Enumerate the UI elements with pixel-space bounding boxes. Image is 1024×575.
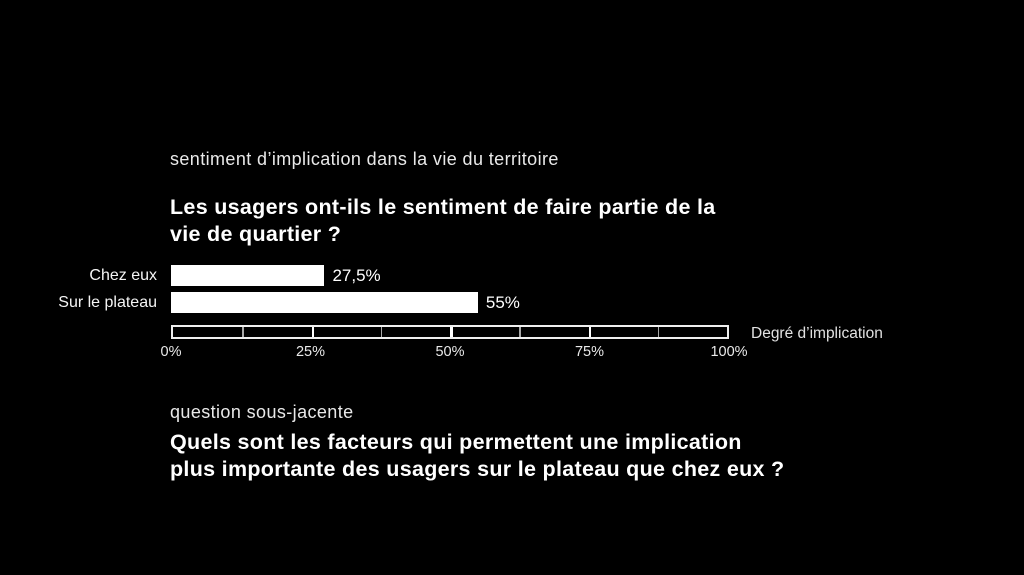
axis-major-tick <box>588 327 591 337</box>
bar-value-label: 27,5% <box>332 265 381 285</box>
tick-label-0: 0% <box>160 344 182 360</box>
section-label: sentiment d’implication dans la vie du t… <box>170 149 559 169</box>
axis-major-tick <box>450 327 453 337</box>
sub-question-line-2: plus importante des usagers sur le plate… <box>170 457 785 481</box>
bar-value-label: 55% <box>485 292 520 312</box>
sub-section-label: question sous-jacente <box>170 402 354 422</box>
bar-row: 55% <box>171 292 729 313</box>
bar-sur-le-plateau <box>171 292 478 313</box>
x-axis-scale-bar <box>171 325 729 339</box>
tick-label-100: 100% <box>710 344 748 360</box>
bar-chez-eux <box>171 265 325 286</box>
main-question-line-1: Les usagers ont-ils le sentiment de fair… <box>170 195 716 219</box>
x-axis-title: Degré d’implication <box>751 325 883 342</box>
tick-label-50: 50% <box>435 344 465 360</box>
main-question-line-2: vie de quartier ? <box>170 222 342 246</box>
sub-question-title: Quels sont les facteurs qui permettent u… <box>170 429 785 483</box>
bar-row: 27,5% <box>171 265 729 286</box>
axis-minor-tick <box>519 327 521 337</box>
x-axis-tick-labels: 0% 25% 50% 75% 100% <box>161 344 748 360</box>
sub-question-line-1: Quels sont les facteurs qui permettent u… <box>170 430 742 454</box>
axis-major-tick <box>311 327 314 337</box>
bar-category-label-chez-eux: Chez eux <box>89 267 157 284</box>
tick-label-25: 25% <box>295 344 326 360</box>
bar-category-label-sur-le-plateau: Sur le plateau <box>58 294 157 311</box>
axis-minor-tick <box>657 327 660 337</box>
tick-label-75: 75% <box>574 344 605 360</box>
axis-minor-tick <box>380 327 383 337</box>
main-question-title: Les usagers ont-ils le sentiment de fair… <box>170 194 716 248</box>
axis-minor-tick <box>242 327 244 337</box>
